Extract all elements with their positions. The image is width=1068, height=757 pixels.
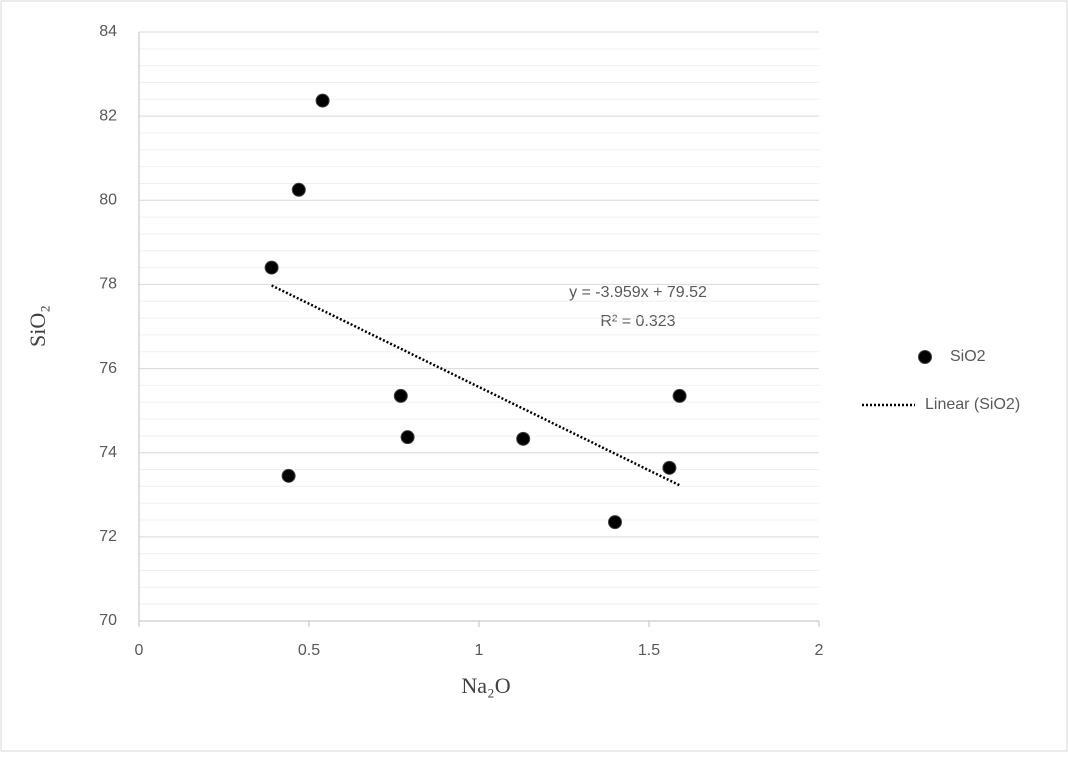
point — [672, 388, 687, 403]
point — [400, 430, 415, 445]
y-tick-label: 84 — [99, 23, 117, 40]
point — [264, 260, 279, 275]
y-axis-title: SiO₂ — [25, 305, 50, 347]
y-tick-label: 70 — [99, 612, 117, 629]
trendline-r-squared: R² = 0.323 — [600, 313, 675, 330]
point — [393, 388, 408, 403]
x-axis-title: Na₂O — [461, 673, 510, 698]
legend-label: SiO2 — [950, 348, 986, 365]
point — [662, 460, 677, 475]
x-tick-label: 1.5 — [638, 642, 660, 659]
legend-marker — [918, 350, 932, 364]
legend-label: Linear (SiO2) — [925, 396, 1020, 413]
point — [315, 93, 330, 108]
y-tick-label: 76 — [99, 360, 117, 377]
y-tick-label: 72 — [99, 528, 117, 545]
y-tick-label: 78 — [99, 276, 117, 293]
point — [516, 431, 531, 446]
y-tick-label: 80 — [99, 192, 117, 209]
point — [608, 515, 622, 530]
x-tick-label: 1 — [475, 642, 484, 659]
y-tick-label: 74 — [99, 444, 117, 461]
y-tick-label: 82 — [99, 107, 117, 124]
x-tick-label: 2 — [815, 642, 824, 659]
x-tick-label: 0.5 — [298, 642, 320, 659]
point — [291, 182, 306, 197]
x-tick-label: 0 — [135, 642, 144, 659]
point — [281, 468, 296, 483]
trendline-equation: y = -3.959x + 79.52 — [569, 284, 707, 301]
